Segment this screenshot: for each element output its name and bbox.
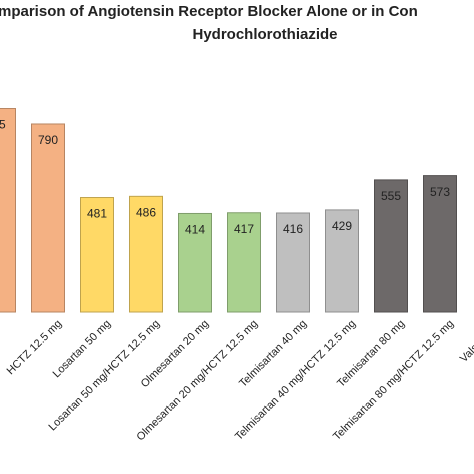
data-label: 429 [332, 219, 352, 233]
data-label: 555 [381, 189, 401, 203]
bar [129, 195, 163, 313]
data-label: 417 [234, 222, 254, 236]
bar [276, 212, 310, 313]
x-tick-label: Valsartan 8 [458, 318, 474, 365]
bar [325, 209, 359, 313]
chart-title: mparison of Angiotensin Receptor Blocker… [0, 3, 418, 20]
data-label: 414 [185, 223, 205, 237]
data-label: 55 [0, 118, 6, 132]
data-label: 790 [38, 133, 58, 147]
bar [0, 108, 16, 313]
bar [31, 123, 65, 313]
chart-title: Hydrochlorothiazide [192, 26, 337, 43]
bar [374, 179, 408, 313]
bar [80, 197, 114, 313]
data-label: 416 [283, 222, 303, 236]
data-label: 486 [136, 206, 156, 220]
bar [423, 175, 457, 313]
data-label: 573 [430, 185, 450, 199]
data-label: 481 [87, 207, 107, 221]
bar [178, 212, 212, 313]
bar [227, 212, 261, 313]
